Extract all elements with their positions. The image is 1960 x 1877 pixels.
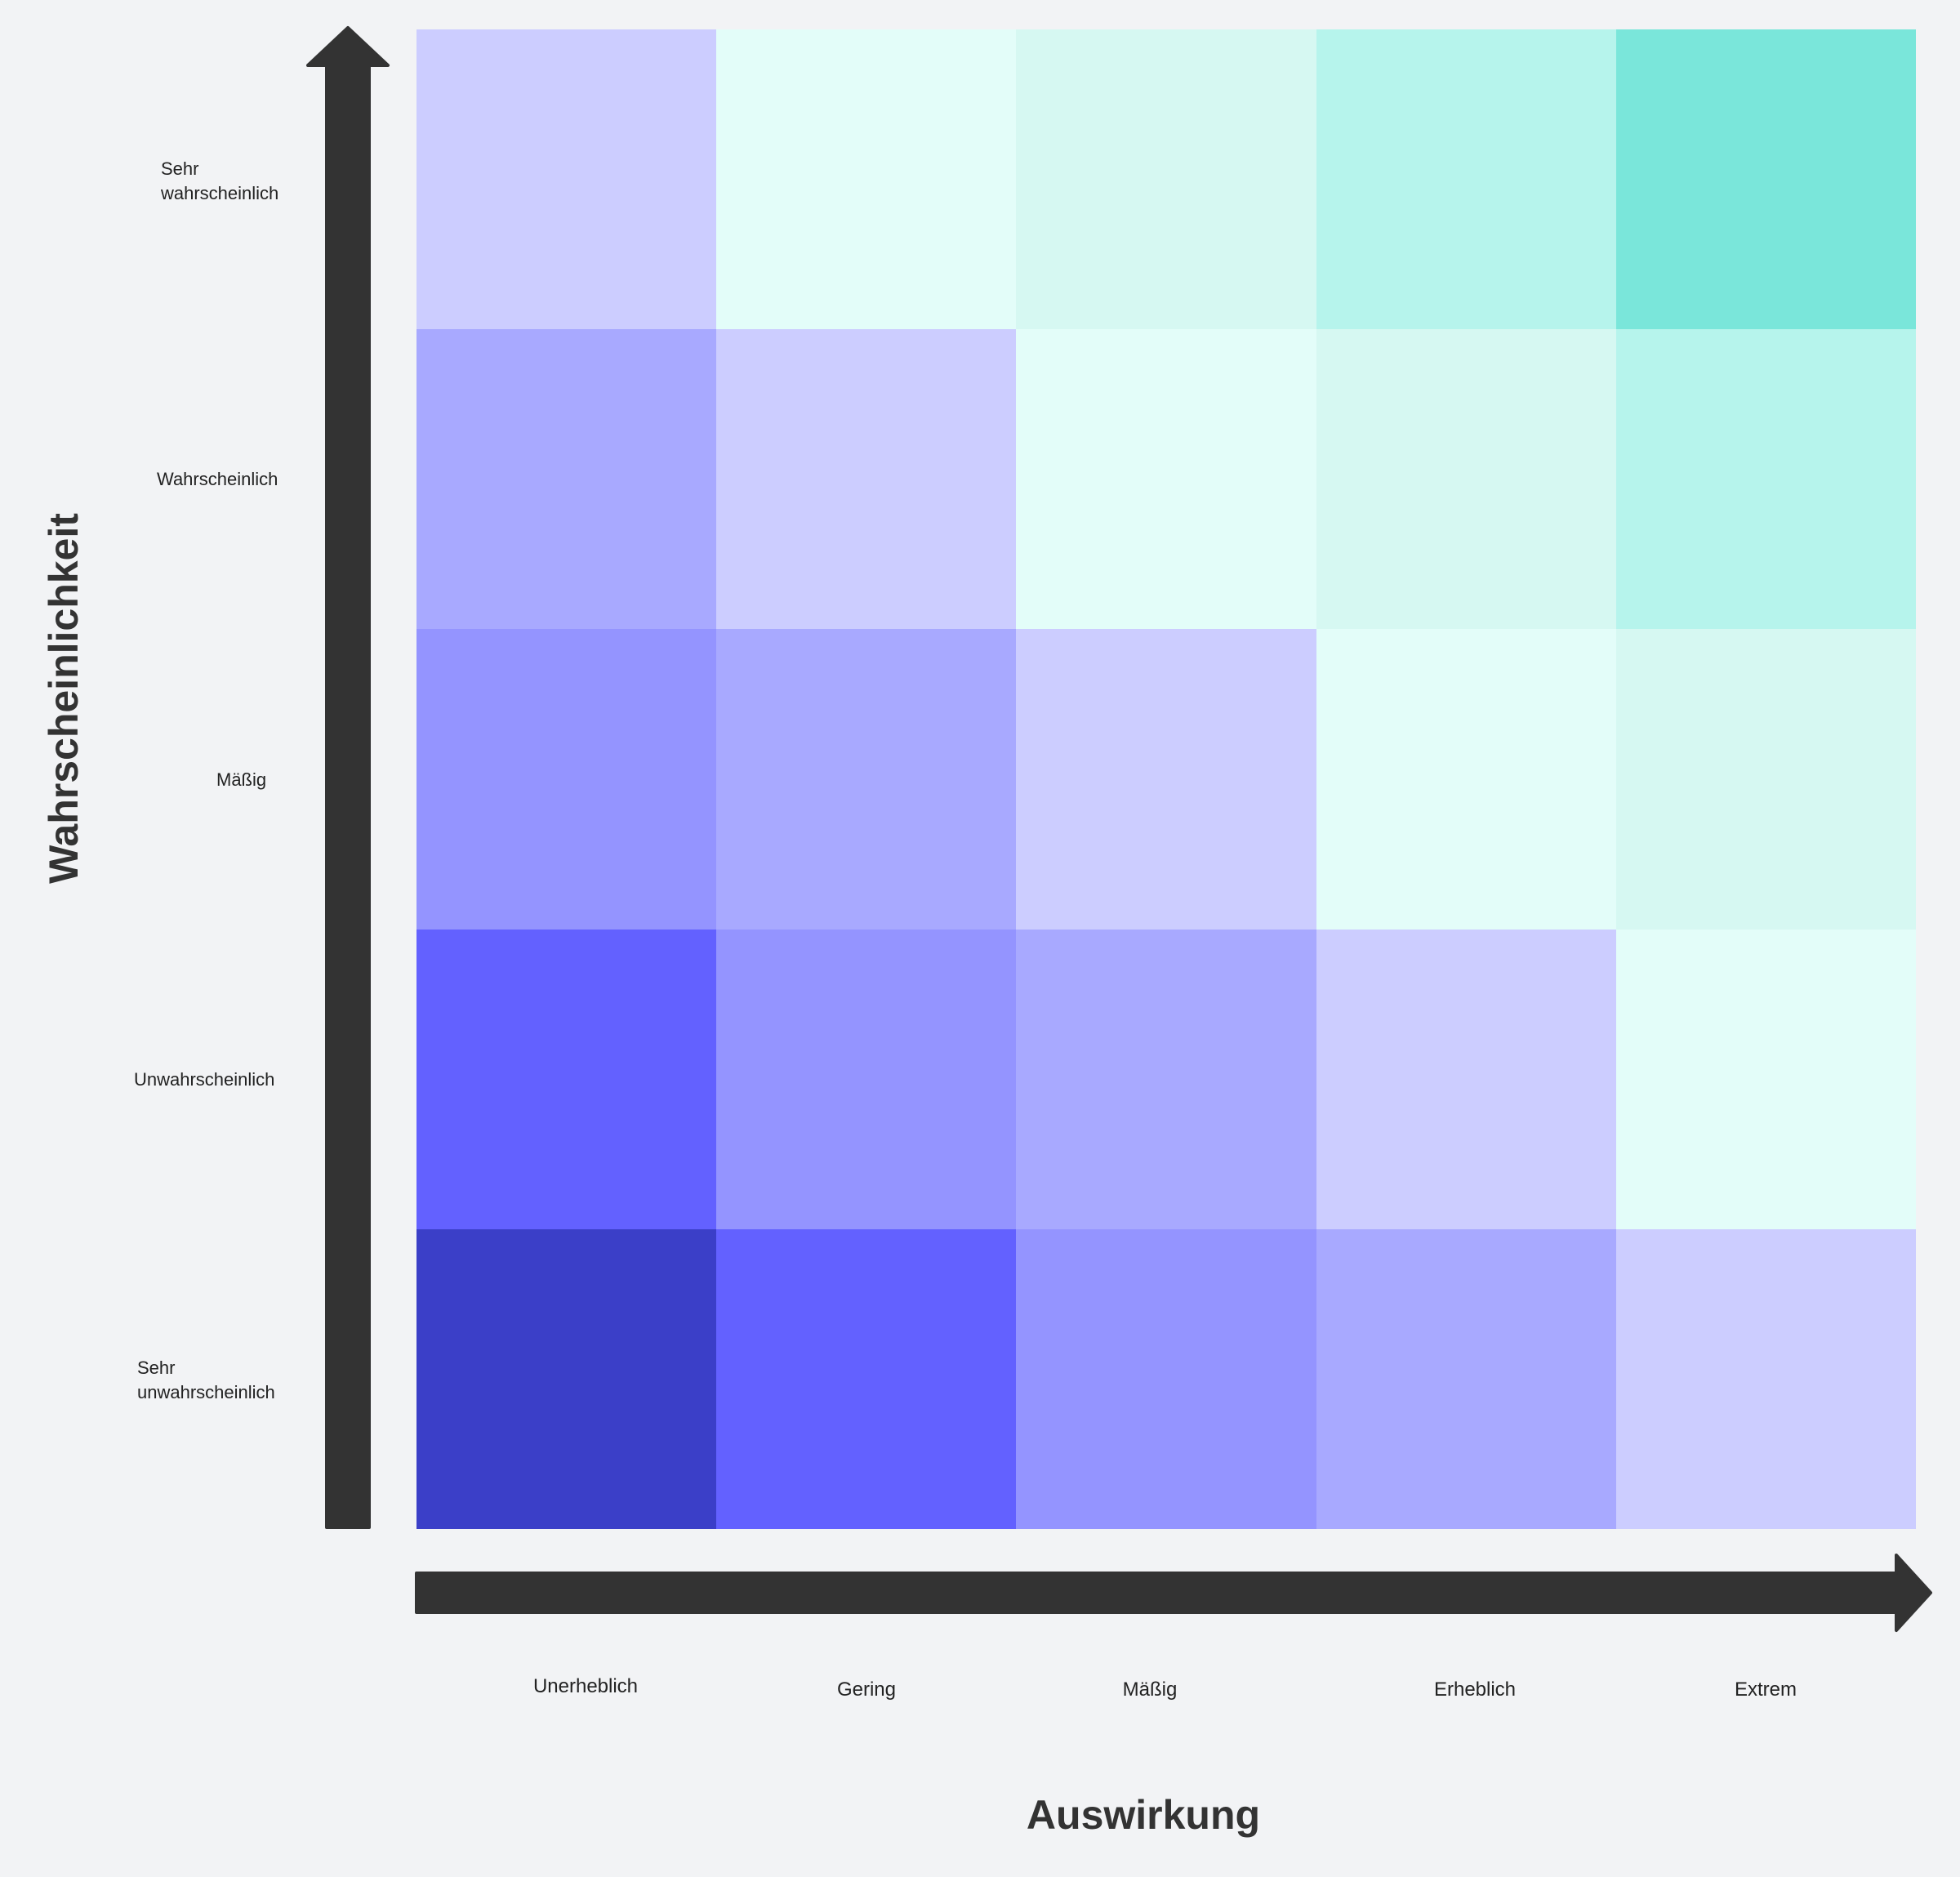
x-level-gering: Gering [836,1679,897,1701]
x-axis-arrow [415,1554,1932,1632]
matrix-cell-r4-c5 [1615,929,1916,1229]
x-level-maessig: Mäßig [1122,1679,1178,1701]
matrix-cell-r1-c4 [1316,29,1616,330]
y-axis-title: Wahrscheinlichkeit [41,513,87,884]
matrix-cell-r4-c4 [1316,929,1616,1229]
matrix-cell-r1-c5 [1615,29,1916,330]
matrix-cell-r3-c5 [1615,629,1916,930]
matrix-cell-r5-c4 [1316,1228,1616,1529]
matrix-cell-r3-c3 [1016,629,1316,930]
matrix-cell-r3-c1 [416,629,717,930]
matrix-cell-r3-c4 [1316,629,1616,930]
x-level-erheblich: Erheblich [1433,1679,1517,1701]
matrix-cell-r5-c1 [416,1228,717,1529]
matrix-cell-r3-c2 [716,629,1017,930]
matrix-cell-r4-c2 [716,929,1017,1229]
matrix-cell-r2-c3 [1016,329,1316,630]
matrix-cell-r2-c1 [416,329,717,630]
matrix-cell-r2-c4 [1316,329,1616,630]
matrix-cell-r4-c3 [1016,929,1316,1229]
y-axis-arrow [306,26,390,1529]
y-level-maessig: Mäßig [216,769,267,790]
matrix-cell-r5-c5 [1615,1228,1916,1529]
x-level-unerheblich: Unerheblich [532,1675,639,1697]
matrix-cell-r2-c2 [716,329,1017,630]
matrix-cell-r2-c5 [1615,329,1916,630]
y-level-unwahrscheinlich: Unwahrscheinlich [134,1069,275,1090]
y-level-wahrscheinlich: Wahrscheinlich [157,469,278,489]
matrix-cell-r1-c1 [416,29,717,330]
y-level-sehr-unwahrscheinlich: Sehr unwahrscheinlich [137,1358,275,1402]
matrix-cell-r5-c2 [716,1228,1017,1529]
matrix-cell-r4-c1 [416,929,717,1229]
matrix-cell-r1-c2 [716,29,1017,330]
matrix-cell-r5-c3 [1016,1228,1316,1529]
matrix-cell-r1-c3 [1016,29,1316,330]
risk-matrix [416,29,1916,1529]
x-level-extrem: Extrem [1734,1679,1797,1701]
x-axis-title: Auswirkung [1026,1792,1261,1838]
y-level-sehr-wahrscheinlich: Sehr wahrscheinlich [161,158,279,203]
